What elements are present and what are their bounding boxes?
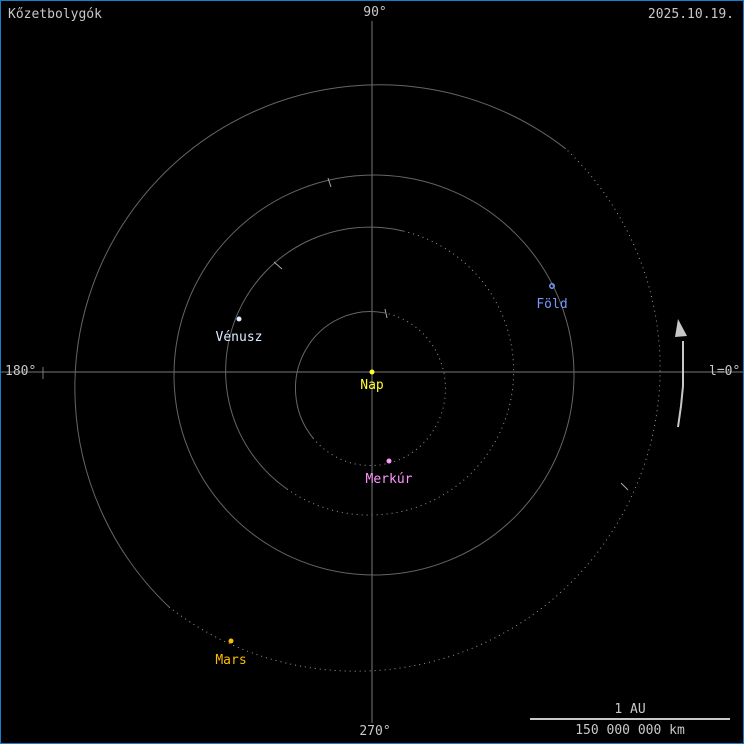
- venus-orbit-solid: [225, 226, 404, 490]
- mercury-dot[interactable]: [386, 458, 392, 464]
- axis-label-90: 90°: [363, 5, 387, 20]
- scale-label-au: 1 AU: [614, 702, 646, 717]
- mars-orbit-dotted: [168, 148, 661, 672]
- mars-dot[interactable]: [228, 638, 234, 644]
- diagram-title: Kőzetbolygók: [8, 7, 102, 22]
- sun-label: Nap: [360, 378, 384, 393]
- direction-arrow-icon: [677, 341, 684, 428]
- mars-label: Mars: [215, 653, 247, 668]
- axis-label-270: 270°: [359, 724, 391, 739]
- scale-label-km: 150 000 000 km: [575, 723, 685, 738]
- sun-dot[interactable]: [369, 369, 375, 375]
- mars-orbit-solid: [74, 84, 567, 608]
- arrowhead-icon: [675, 319, 687, 337]
- earth-dot[interactable]: [549, 283, 555, 289]
- axis-label-180: 180°: [5, 364, 37, 379]
- date-label: 2025.10.19.: [647, 7, 734, 22]
- earth-tick: [327, 177, 332, 188]
- earth-orbit: [173, 174, 575, 576]
- mercury-orbit-solid: [295, 311, 386, 439]
- venus-dot[interactable]: [236, 316, 242, 322]
- axis-label-0: l=0°: [709, 364, 741, 379]
- venus-tick: [273, 261, 283, 270]
- earth-label: Föld: [536, 297, 568, 312]
- mercury-label: Merkúr: [365, 472, 413, 487]
- mars-tick: [620, 482, 629, 491]
- venus-label: Vénusz: [215, 330, 263, 345]
- mercury-tick: [384, 308, 388, 319]
